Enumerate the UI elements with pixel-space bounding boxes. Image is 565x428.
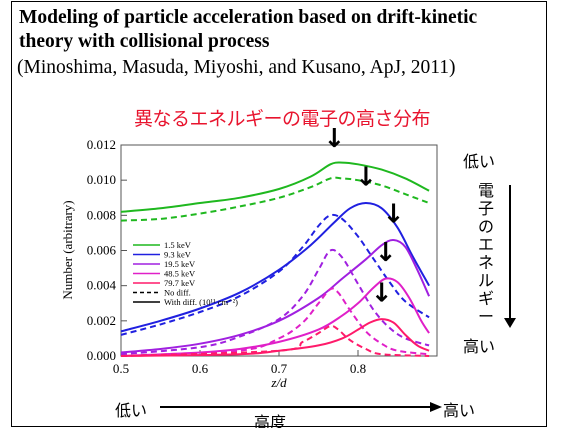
x-tick-label: 0.5 bbox=[113, 361, 129, 376]
y-tick-label: 0.006 bbox=[87, 243, 117, 258]
peak-arrow-annotation: ↓ bbox=[323, 124, 345, 154]
y-tick-label: 0.008 bbox=[87, 207, 116, 222]
peak-arrow-annotation: ↓ bbox=[371, 278, 393, 308]
legend-label: 9.3 keV bbox=[164, 250, 192, 260]
legend-label: 1.5 keV bbox=[164, 240, 192, 250]
energy-arrow-head bbox=[504, 318, 516, 328]
series-line bbox=[120, 287, 430, 357]
series-line bbox=[120, 213, 430, 336]
x-tick-label: 0.6 bbox=[192, 361, 209, 376]
series-line bbox=[120, 201, 430, 333]
series-line bbox=[120, 238, 431, 354]
bottom-label-high: 高い bbox=[443, 401, 476, 420]
legend-label: No diff. bbox=[164, 288, 191, 298]
y-tick-label: 0.004 bbox=[87, 278, 117, 293]
peak-arrow-annotation: ↓ bbox=[355, 162, 377, 192]
slide-frame bbox=[11, 1, 547, 427]
legend-label: 19.5 keV bbox=[164, 259, 196, 269]
citation: (Minoshima, Masuda, Miyoshi, and Kusano,… bbox=[17, 57, 456, 78]
altitude-arrow-head bbox=[430, 402, 442, 412]
series-line bbox=[120, 161, 430, 213]
y-tick-label: 0.010 bbox=[87, 172, 116, 187]
x-axis-label: z/d bbox=[270, 375, 287, 390]
bottom-label-low: 低い bbox=[115, 401, 148, 420]
series-line bbox=[120, 248, 430, 356]
y-axis-label: Number (arbitrary) bbox=[60, 200, 75, 299]
peak-arrow-annotation: ↓ bbox=[375, 238, 397, 268]
slide-title-line-1: Modeling of particle acceleration based … bbox=[19, 7, 478, 28]
peak-arrow-annotation: ↓ bbox=[383, 199, 405, 229]
legend-label: With diff. (10¹¹ cm⁻²) bbox=[164, 297, 238, 307]
red-heading: 異なるエネルギーの電子の高さ分布 bbox=[134, 108, 431, 130]
right-label-electron-energy: 電子のエネルギー bbox=[478, 181, 495, 326]
y-tick-label: 0.000 bbox=[87, 348, 116, 363]
series-line bbox=[120, 176, 430, 222]
right-label-low: 低い bbox=[463, 152, 496, 171]
legend-label: 48.5 keV bbox=[164, 269, 196, 279]
right-label-high: 高い bbox=[463, 337, 496, 356]
y-tick-label: 0.012 bbox=[87, 137, 116, 152]
y-tick-label: 0.002 bbox=[87, 313, 116, 328]
series-line bbox=[120, 277, 430, 357]
slide-title-line-2: theory with collisional process bbox=[19, 31, 270, 52]
x-tick-label: 0.8 bbox=[350, 361, 366, 376]
legend-label: 79.7 keV bbox=[164, 278, 196, 288]
x-tick-label: 0.7 bbox=[271, 361, 288, 376]
series-line bbox=[120, 324, 430, 357]
bottom-label-altitude: 高度 bbox=[254, 413, 287, 428]
